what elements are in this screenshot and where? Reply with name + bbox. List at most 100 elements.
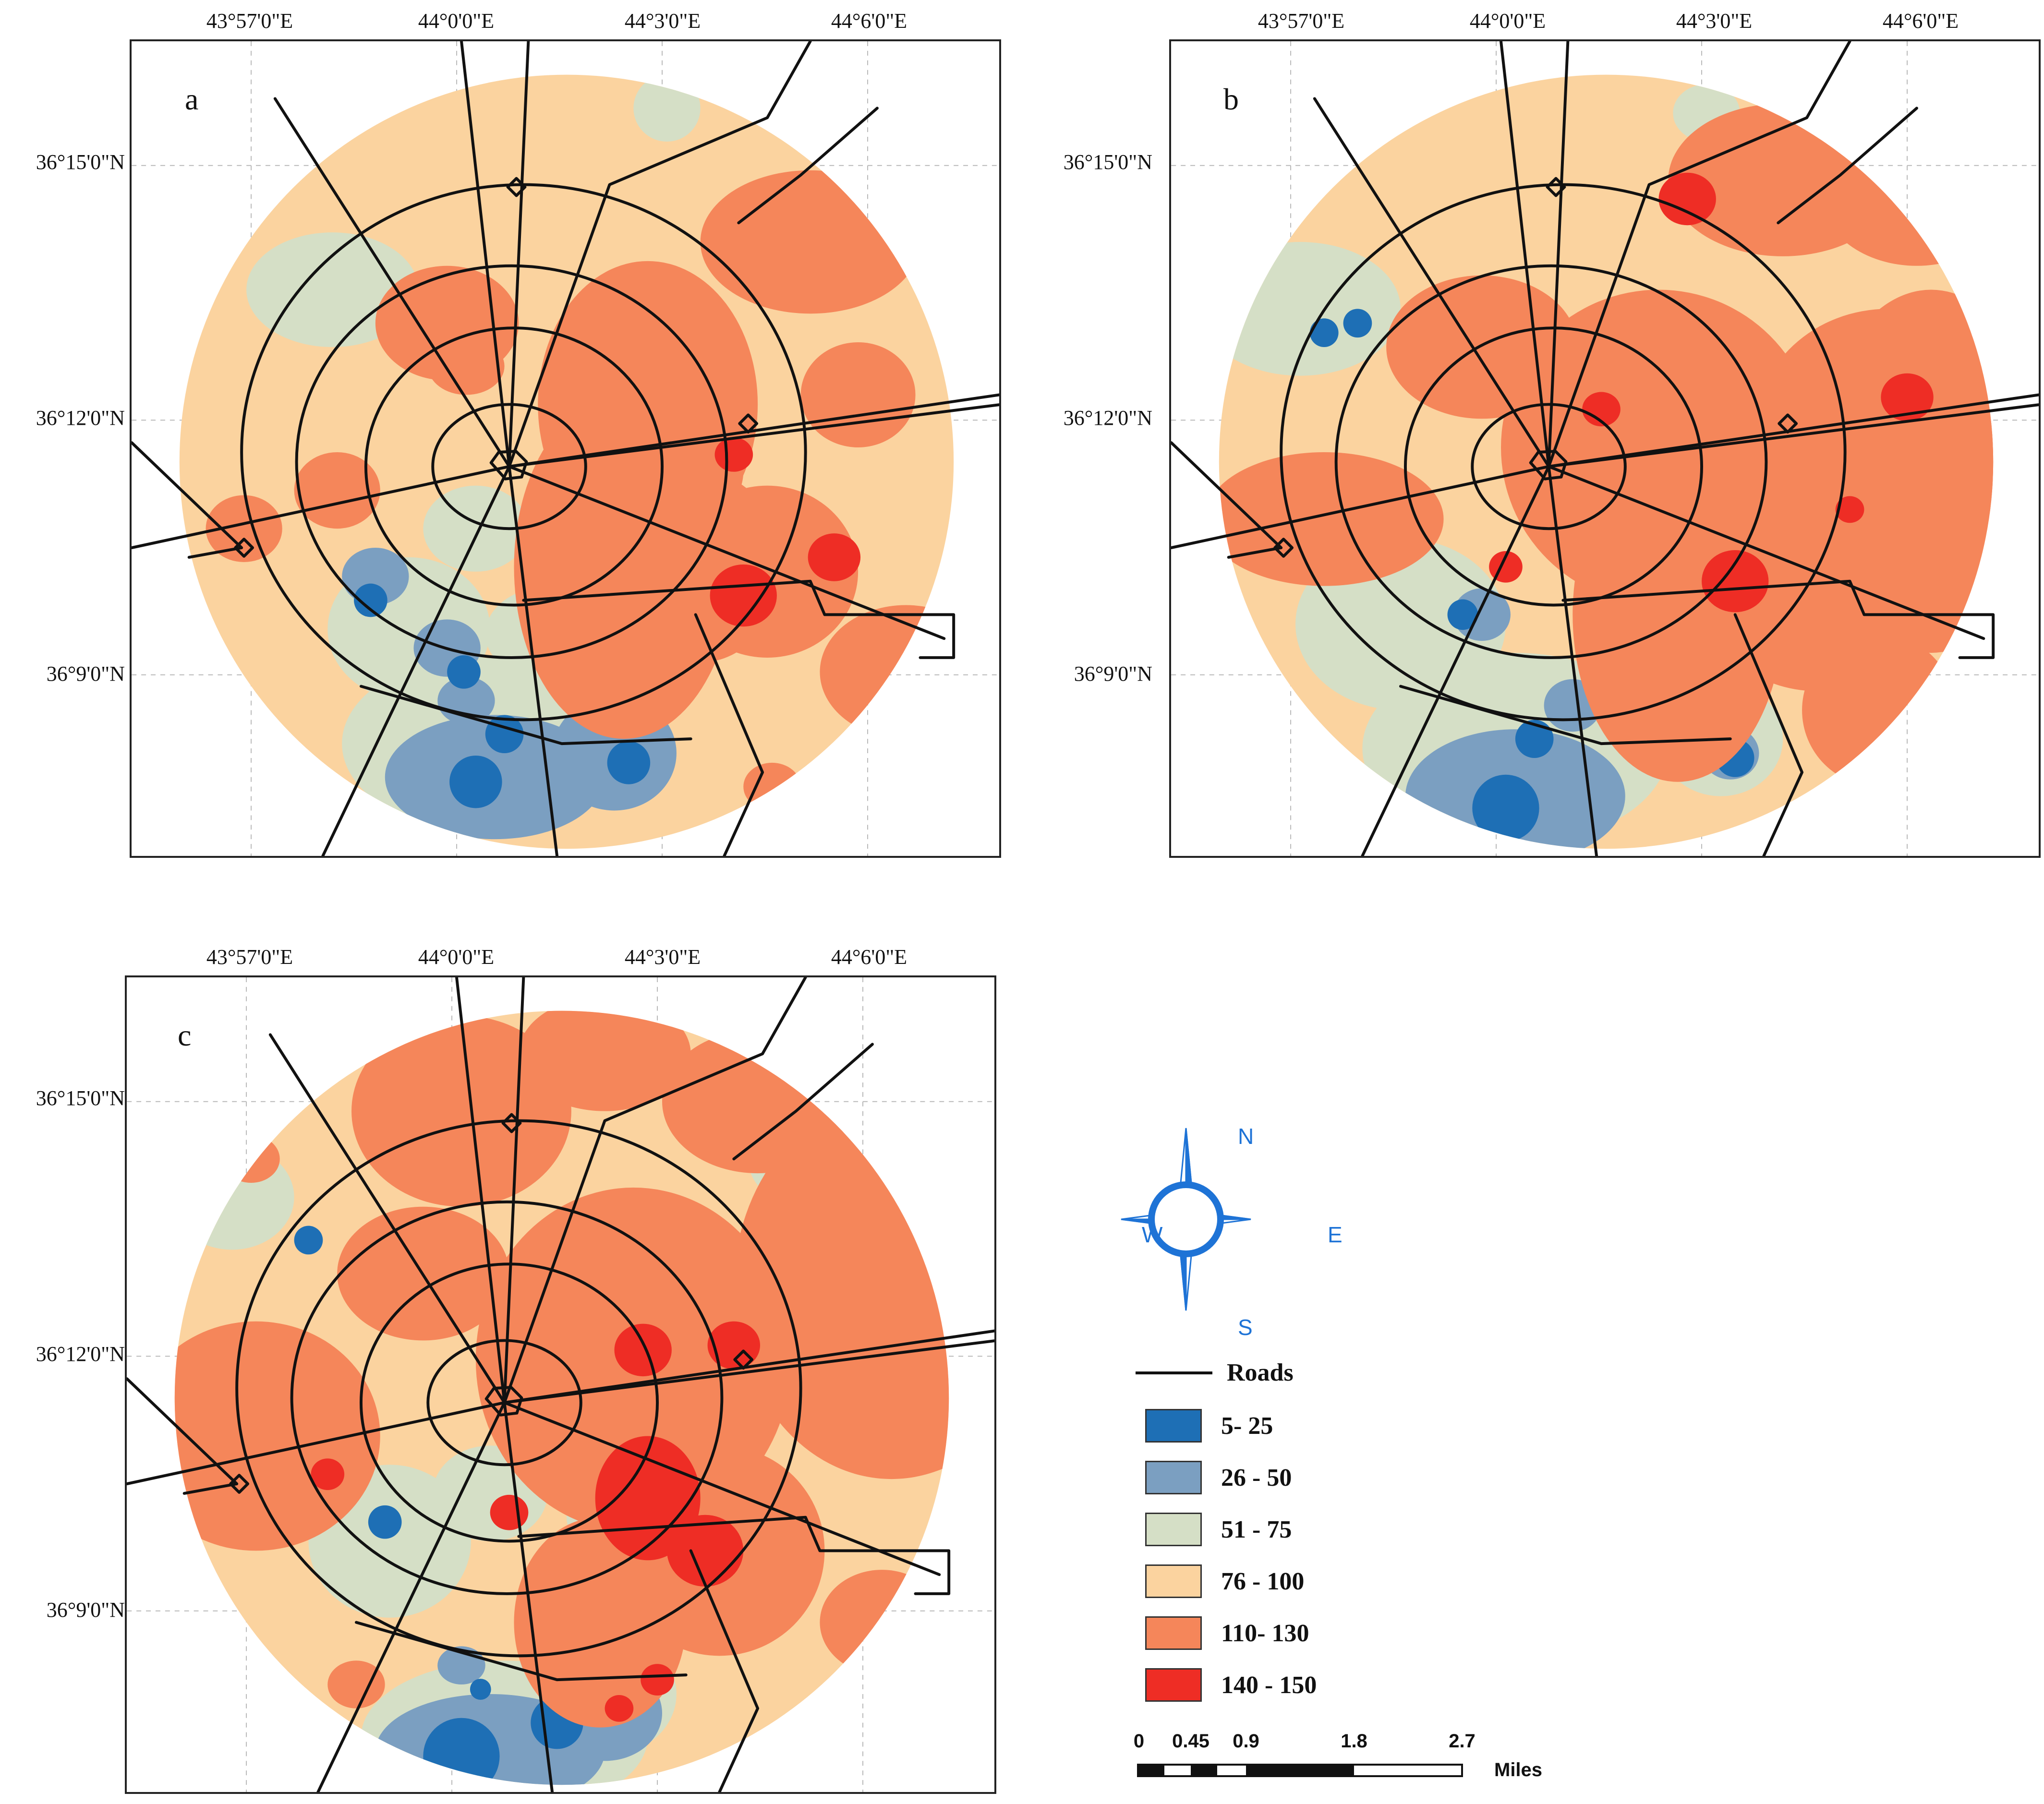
- interchange-icon: [229, 1474, 250, 1494]
- radial-road: [1547, 403, 2039, 468]
- legend-class: 76 - 100: [1145, 1564, 1304, 1598]
- noise-zone-140-150: [605, 1695, 634, 1722]
- noise-zone-140-150: [714, 437, 753, 472]
- noise-zone-5-25: [294, 1226, 323, 1255]
- road-network: [1171, 41, 2039, 856]
- legend-class: 140 - 150: [1145, 1668, 1317, 1702]
- lat-label: 36°9'0"N: [46, 1598, 125, 1622]
- noise-zone-110-130: [820, 1570, 944, 1675]
- interchange-icon: [1273, 538, 1294, 558]
- noise-zone-140-150: [710, 564, 777, 627]
- noise-zone-51-75: [786, 108, 835, 146]
- lon-label: 44°6'0"E: [831, 945, 907, 969]
- radial-road: [508, 393, 999, 468]
- noise-zone-5-25: [447, 655, 481, 689]
- radial-road: [273, 97, 511, 468]
- highway-road: [1399, 685, 1732, 746]
- radial-road: [1361, 465, 1550, 856]
- highway-road: [1733, 613, 1804, 856]
- radial-road: [503, 1329, 994, 1404]
- noise-zone-5-25: [607, 741, 651, 784]
- map-frame: [125, 975, 996, 1794]
- radial-road: [1547, 393, 2039, 468]
- lat-label: 36°12'0"N: [1063, 406, 1152, 430]
- lat-label: 36°12'0"N: [36, 406, 125, 430]
- panel-letter: b: [1223, 82, 1239, 116]
- noise-zone-110-130: [1386, 275, 1578, 419]
- legend-class: 51 - 75: [1145, 1513, 1292, 1546]
- interchange-icon: [1778, 413, 1798, 434]
- lon-label: 44°0'0"E: [418, 9, 495, 33]
- radial-road: [1171, 465, 1550, 550]
- noise-zone-51-75: [246, 232, 419, 347]
- radial-road: [460, 41, 511, 468]
- radial-road: [1313, 97, 1550, 468]
- legend-class: 26 - 50: [1145, 1461, 1292, 1494]
- legend-swatch: [1145, 1616, 1202, 1650]
- noise-zone-51-75: [633, 74, 701, 142]
- noise-zone-140-150: [1658, 172, 1716, 226]
- panel-letter: a: [185, 82, 199, 116]
- legend-class-label: 5- 25: [1221, 1412, 1273, 1440]
- radial-road: [321, 465, 511, 856]
- legend-class-label: 110- 130: [1221, 1619, 1309, 1647]
- middle-ring-road: [1403, 326, 1704, 607]
- noise-map: [132, 41, 999, 856]
- interpolated-surface: [179, 74, 954, 849]
- map-frame: [1169, 39, 2041, 858]
- radial-road: [1547, 41, 1570, 468]
- road-network: [127, 977, 994, 1792]
- middle-ring-road: [364, 326, 664, 607]
- noise-zone-140-150: [614, 1323, 672, 1377]
- highway-road: [1547, 41, 1851, 468]
- noise-zone-5-25: [1515, 720, 1554, 758]
- highway-road: [127, 1377, 239, 1495]
- noise-zone-5-25: [449, 755, 502, 808]
- scale-tick-label: 0: [1133, 1731, 1145, 1752]
- radial-road: [127, 1401, 506, 1486]
- noise-map: [127, 977, 994, 1792]
- inner-ring-road: [431, 403, 587, 530]
- legend-roads: Roads: [1136, 1359, 1294, 1387]
- lon-label: 43°57'0"E: [206, 9, 293, 33]
- legend-swatch: [1145, 1564, 1202, 1598]
- panel-letter: c: [178, 1018, 192, 1052]
- inner-ring-road: [1471, 403, 1627, 530]
- legend-swatch: [1145, 1513, 1202, 1546]
- radial-road: [132, 465, 511, 550]
- interchange-icon: [501, 1113, 522, 1133]
- highway-road: [522, 579, 955, 659]
- noise-zone-110-130: [820, 605, 954, 739]
- radial-road: [508, 41, 530, 468]
- lat-label: 36°15'0"N: [36, 150, 125, 174]
- noise-zone-140-150: [1835, 496, 1864, 523]
- lat-label: 36°9'0"N: [1074, 662, 1152, 686]
- legend-class-label: 140 - 150: [1221, 1671, 1317, 1699]
- lon-label: 44°0'0"E: [418, 945, 495, 969]
- highway-road: [360, 685, 692, 746]
- noise-zone-140-150: [1881, 373, 1934, 421]
- noise-zone-140-150: [311, 1458, 345, 1490]
- highway-road: [689, 1549, 760, 1792]
- highway-road: [1171, 441, 1283, 559]
- noise-zone-140-150: [1702, 550, 1769, 613]
- noise-zone-110-130: [800, 342, 916, 448]
- lat-label: 36°15'0"N: [36, 1086, 125, 1110]
- lon-label: 44°6'0"E: [831, 9, 907, 33]
- noise-zone-5-25: [368, 1505, 402, 1539]
- noise-zone-5-25: [1447, 599, 1478, 630]
- noise-zone-5-25: [1309, 318, 1339, 347]
- noise-zone-140-150: [707, 1321, 761, 1370]
- radial-road: [508, 403, 999, 468]
- noise-zone-140-150: [641, 1664, 674, 1696]
- lat-label: 36°12'0"N: [36, 1342, 125, 1366]
- road-line-icon: [1136, 1371, 1212, 1374]
- interpolated-surface: [1219, 74, 1994, 849]
- highway-road: [1777, 107, 1918, 225]
- lat-label: 36°9'0"N: [46, 662, 125, 686]
- highway-road: [508, 41, 812, 468]
- lon-label: 43°57'0"E: [1258, 9, 1345, 33]
- legend-swatch: [1145, 1409, 1202, 1443]
- highway-road: [732, 1043, 874, 1161]
- map-frame: [130, 39, 1001, 858]
